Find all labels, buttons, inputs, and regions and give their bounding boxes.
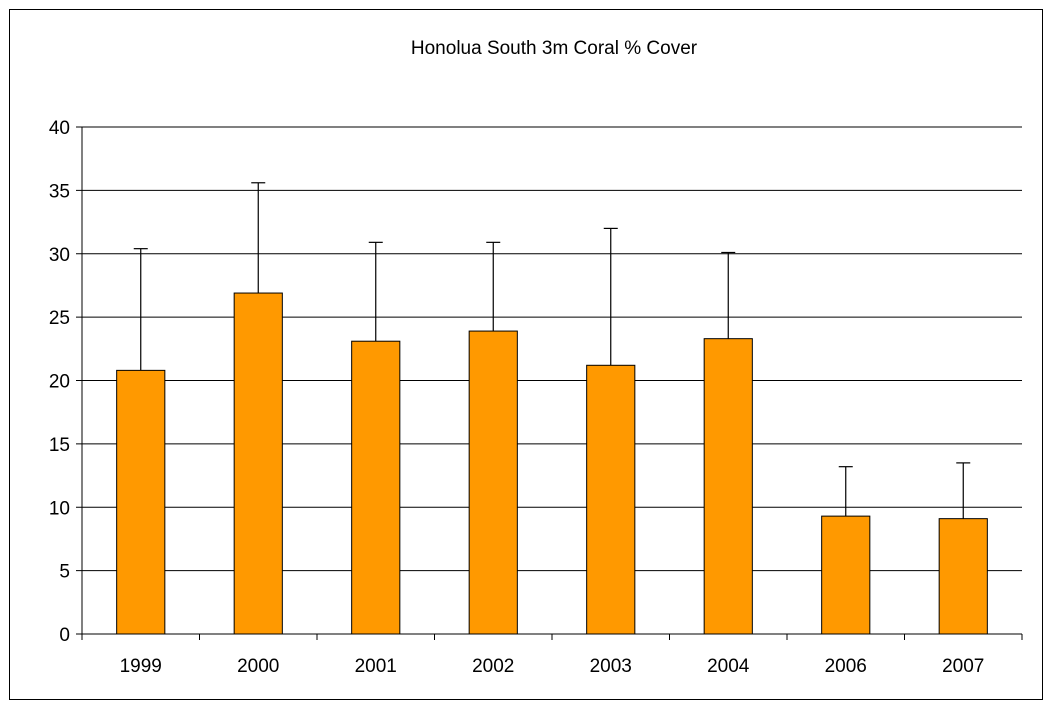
bars bbox=[116, 292, 988, 635]
error-bars bbox=[133, 182, 971, 519]
axes bbox=[76, 126, 1023, 640]
chart-title: Honolua South 3m Coral % Cover bbox=[411, 38, 698, 59]
gridlines bbox=[82, 126, 1022, 572]
y-tick-label: 40 bbox=[49, 118, 70, 139]
y-tick-label: 20 bbox=[49, 372, 70, 393]
bar-2004 bbox=[703, 338, 753, 635]
chart-frame: Honolua South 3m Coral % Cover 0 5 10 15 20 2… bbox=[9, 9, 1043, 700]
x-tick-label: 2001 bbox=[355, 656, 397, 677]
x-tick-label: 2004 bbox=[707, 656, 750, 677]
y-tick-label: 35 bbox=[49, 181, 70, 202]
y-tick-label: 25 bbox=[49, 308, 70, 329]
bar-2007 bbox=[938, 518, 988, 635]
bar-2006 bbox=[821, 515, 871, 635]
y-tick-label: 5 bbox=[59, 562, 70, 583]
bar-chart: Honolua South 3m Coral % Cover 0 5 10 15 20 2… bbox=[49, 38, 1023, 677]
x-tick-label: 2007 bbox=[942, 656, 984, 677]
bar-2002 bbox=[468, 330, 518, 635]
bar-2000 bbox=[233, 292, 283, 635]
x-tick-label: 2002 bbox=[472, 656, 514, 677]
y-tick-labels: 0 5 10 15 20 25 30 35 40 bbox=[49, 118, 70, 646]
x-tick-label: 2003 bbox=[590, 656, 632, 677]
y-tick-label: 15 bbox=[49, 435, 70, 456]
y-tick-label: 30 bbox=[49, 245, 70, 266]
y-tick-label: 10 bbox=[49, 498, 70, 519]
y-tick-label: 0 bbox=[59, 625, 70, 646]
x-tick-label: 1999 bbox=[120, 656, 162, 677]
bar-2001 bbox=[351, 340, 401, 635]
x-tick-label: 2000 bbox=[237, 656, 279, 677]
bar-2003 bbox=[586, 364, 636, 635]
x-tick-label: 2006 bbox=[825, 656, 867, 677]
x-tick-labels: 1999 2000 2001 2002 2003 2004 2006 2007 bbox=[120, 656, 985, 677]
bar-1999 bbox=[116, 369, 166, 635]
